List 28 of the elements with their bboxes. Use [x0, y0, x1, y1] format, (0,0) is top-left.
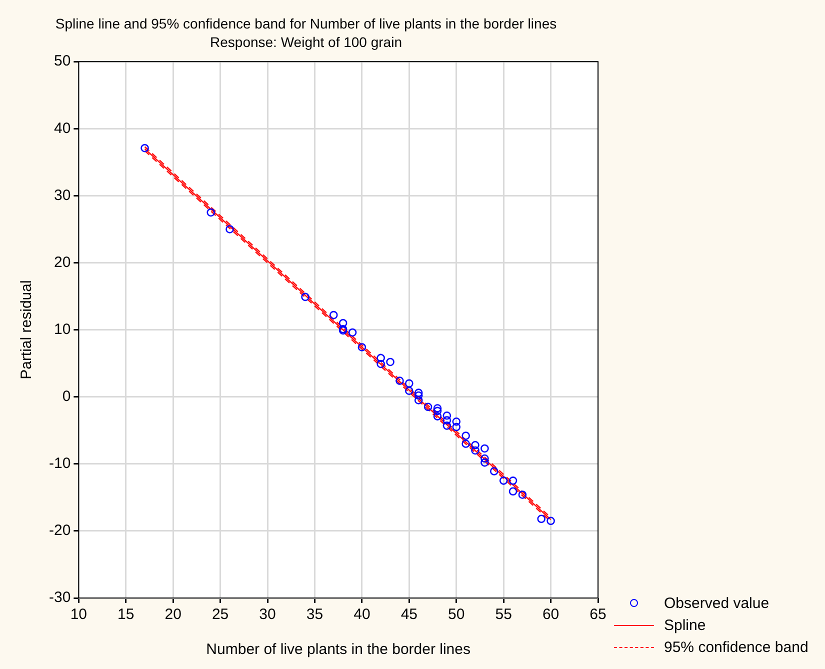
y-axis-title: Partial residual — [18, 280, 36, 380]
x-tick-label: 20 — [164, 606, 182, 624]
x-tick-label: 30 — [259, 606, 276, 624]
y-tick-label: -10 — [48, 455, 71, 472]
y-tick-label: 20 — [54, 254, 71, 271]
legend-label: Spline — [664, 616, 706, 634]
x-tick-label: 60 — [542, 606, 560, 624]
x-tick-label: 50 — [448, 606, 465, 624]
x-tick-label: 40 — [354, 606, 370, 624]
x-tick-label: 35 — [306, 606, 324, 624]
x-tick-label: 15 — [118, 606, 134, 624]
chart-title: Spline line and 95% confidence band for Number of live plants in the border lines — [55, 15, 557, 32]
y-tick-label: 0 — [62, 388, 71, 405]
y-tick-label: 50 — [54, 52, 71, 70]
y-tick-label: -20 — [48, 522, 71, 540]
x-tick-label: 25 — [212, 606, 229, 624]
x-axis-title: Number of live plants in the border lines — [206, 641, 470, 658]
legend-label: 95% confidence band — [664, 638, 808, 656]
y-tick-label: 40 — [54, 120, 71, 137]
legend-label: Observed value — [664, 594, 770, 612]
chart-subtitle: Response: Weight of 100 grain — [210, 34, 402, 50]
y-tick-label: 10 — [54, 320, 71, 338]
x-tick-label: 45 — [400, 606, 418, 624]
x-tick-label: 10 — [70, 606, 88, 624]
y-tick-label: 30 — [54, 186, 71, 204]
x-tick-label: 55 — [495, 606, 512, 624]
y-tick-label: -30 — [48, 589, 71, 606]
x-tick-label: 65 — [590, 606, 606, 624]
